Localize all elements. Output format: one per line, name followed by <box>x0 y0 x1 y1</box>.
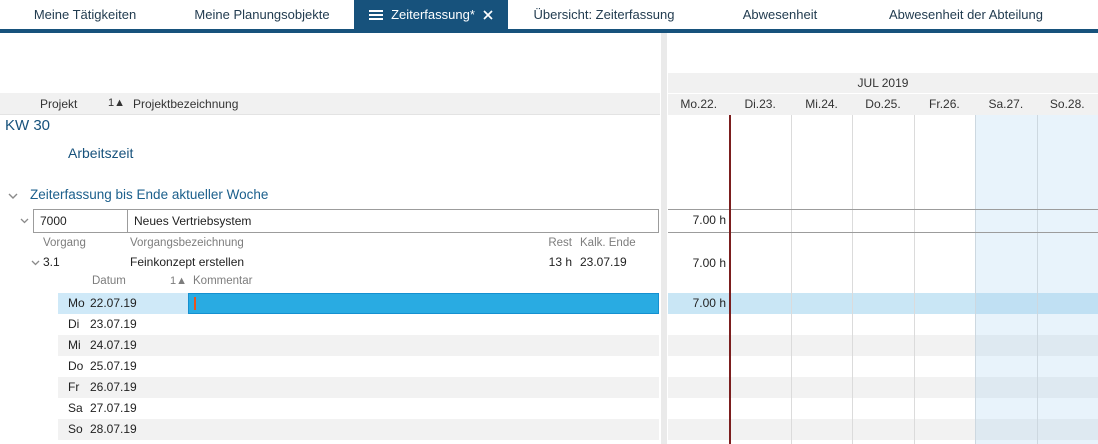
task-column-header: Vorgang Vorgangsbezeichnung Rest Kalk. E… <box>0 237 660 254</box>
day-date: 23.07.19 <box>90 317 137 331</box>
day-of-week: Mo <box>68 296 85 310</box>
worktime-title: Arbeitszeit <box>68 145 134 161</box>
project-hours-monday[interactable]: 7.00 h <box>692 213 726 227</box>
task-id: 3.1 <box>43 255 60 269</box>
week-title: KW 30 <box>5 117 51 134</box>
hamburger-menu-icon[interactable] <box>369 9 384 21</box>
column-kommentar: Kommentar <box>193 275 253 287</box>
day-header: Sa.27. <box>988 97 1024 111</box>
day-of-week: Mi <box>68 338 81 352</box>
sort-indicator[interactable]: 1▲ <box>170 275 188 287</box>
tab-label: Meine Tätigkeiten <box>33 7 137 22</box>
grid-row-selected[interactable]: 7.00 h <box>668 293 1098 314</box>
day-date: 26.07.19 <box>90 380 137 394</box>
panel-splitter[interactable] <box>660 33 668 444</box>
day-date: 25.07.19 <box>90 359 137 373</box>
tab-label: Meine Planungsobjekte <box>194 7 330 22</box>
tab-uebersicht-zeiterfassung[interactable]: Übersicht: Zeiterfassung <box>508 0 700 29</box>
day-date: 27.07.19 <box>90 401 137 415</box>
comment-input[interactable] <box>188 293 659 314</box>
day-row[interactable]: Sa 27.07.19 <box>0 398 660 419</box>
tab-abwesenheit-der-abteilung[interactable]: Abwesenheit der Abteilung <box>860 0 1072 29</box>
tab-bar: Meine Tätigkeiten Meine Planungsobjekte … <box>0 0 1098 33</box>
column-projektbezeichnung[interactable]: Projektbezeichnung <box>133 97 239 111</box>
day-row[interactable]: Do 25.07.19 <box>0 356 660 377</box>
date-column-header: Datum 1▲ Kommentar <box>0 275 660 292</box>
day-date: 24.07.19 <box>90 338 137 352</box>
task-hours-monday[interactable]: 7.00 h <box>692 256 726 270</box>
task-calc-end: 23.07.19 <box>580 255 627 269</box>
day-header: Do.25. <box>865 97 901 111</box>
tab-meine-taetigkeiten[interactable]: Meine Tätigkeiten <box>0 0 170 29</box>
tab-label: Übersicht: Zeiterfassung <box>533 7 675 22</box>
group-label: Zeiterfassung bis Ende aktueller Woche <box>30 187 269 202</box>
project-row[interactable]: 7000 Neues Vertriebsystem <box>0 209 660 233</box>
day-hours-monday[interactable]: 7.00 h <box>692 296 726 310</box>
day-row[interactable]: Di 23.07.19 <box>0 314 660 335</box>
project-name-field[interactable]: Neues Vertriebsystem <box>127 209 659 233</box>
grid-line <box>975 115 976 444</box>
day-of-week: So <box>68 422 83 436</box>
day-header: Mo.22. <box>680 97 718 111</box>
sort-indicator[interactable]: 1▲ <box>108 97 126 109</box>
grid-line <box>914 115 915 444</box>
weekend-columns-highlight <box>975 115 1098 444</box>
chevron-down-icon[interactable] <box>31 260 40 266</box>
column-vorgangsbezeichnung: Vorgangsbezeichnung <box>130 237 244 249</box>
day-header-row: Mo.22. Di.23. Mi.24. Do.25. Fr.26. Sa.27… <box>668 94 1098 115</box>
grid-line <box>1037 115 1038 444</box>
grid-line <box>852 115 853 444</box>
day-header: Di.23. <box>744 97 776 111</box>
day-date: 22.07.19 <box>90 296 137 310</box>
chevron-down-icon[interactable] <box>8 193 18 200</box>
day-of-week: Di <box>68 317 80 331</box>
tab-zeiterfassung[interactable]: Zeiterfassung* <box>354 0 508 29</box>
day-cell-background <box>58 293 188 314</box>
tab-meine-planungsobjekte[interactable]: Meine Planungsobjekte <box>170 0 354 29</box>
text-cursor <box>194 297 196 310</box>
grid-row[interactable] <box>668 419 1098 440</box>
day-header: Fr.26. <box>929 97 960 111</box>
day-of-week: Sa <box>68 401 83 415</box>
column-rest: Rest <box>548 237 572 249</box>
tab-label: Abwesenheit der Abteilung <box>889 7 1043 22</box>
grid-row[interactable] <box>668 377 1098 398</box>
day-row[interactable]: So 28.07.19 <box>0 419 660 440</box>
day-date: 28.07.19 <box>90 422 137 436</box>
tab-abwesenheit[interactable]: Abwesenheit <box>700 0 860 29</box>
day-of-week: Do <box>68 359 84 373</box>
day-row-selected[interactable]: Mo 22.07.19 <box>0 293 660 314</box>
today-marker-line <box>729 115 731 444</box>
grid-body: 7.00 h 7.00 h 7.00 h <box>668 115 1098 444</box>
task-row[interactable]: 3.1 Feinkonzept erstellen 13 h 23.07.19 <box>0 253 660 273</box>
day-row[interactable]: Mi 24.07.19 <box>0 335 660 356</box>
column-kalk-ende: Kalk. Ende <box>580 237 636 249</box>
tab-label: Zeiterfassung* <box>391 7 475 22</box>
task-name: Feinkonzept erstellen <box>130 255 245 269</box>
project-id-field[interactable]: 7000 <box>33 209 128 233</box>
tab-label: Abwesenheit <box>742 7 818 22</box>
column-vorgang: Vorgang <box>43 237 86 249</box>
chevron-down-icon[interactable] <box>20 218 29 224</box>
day-of-week: Fr <box>68 380 80 394</box>
column-projekt[interactable]: Projekt <box>40 97 78 111</box>
month-header: JUL 2019 <box>668 73 1098 93</box>
day-header: So.28. <box>1049 97 1085 111</box>
day-row[interactable]: Fr 26.07.19 <box>0 377 660 398</box>
calendar-grid: JUL 2019 Mo.22. Di.23. Mi.24. Do.25. Fr.… <box>668 33 1098 444</box>
grid-line <box>791 115 792 444</box>
project-panel: Projekt 1▲ Projektbezeichnung KW 30 Arbe… <box>0 33 660 444</box>
grid-row[interactable] <box>668 335 1098 356</box>
close-icon[interactable] <box>483 9 493 20</box>
project-week-row <box>668 209 1098 233</box>
project-column-header: Projekt 1▲ Projektbezeichnung <box>0 93 660 115</box>
day-header: Mi.24. <box>805 97 838 111</box>
column-datum: Datum <box>92 275 126 287</box>
task-rest-hours: 13 h <box>548 255 572 269</box>
